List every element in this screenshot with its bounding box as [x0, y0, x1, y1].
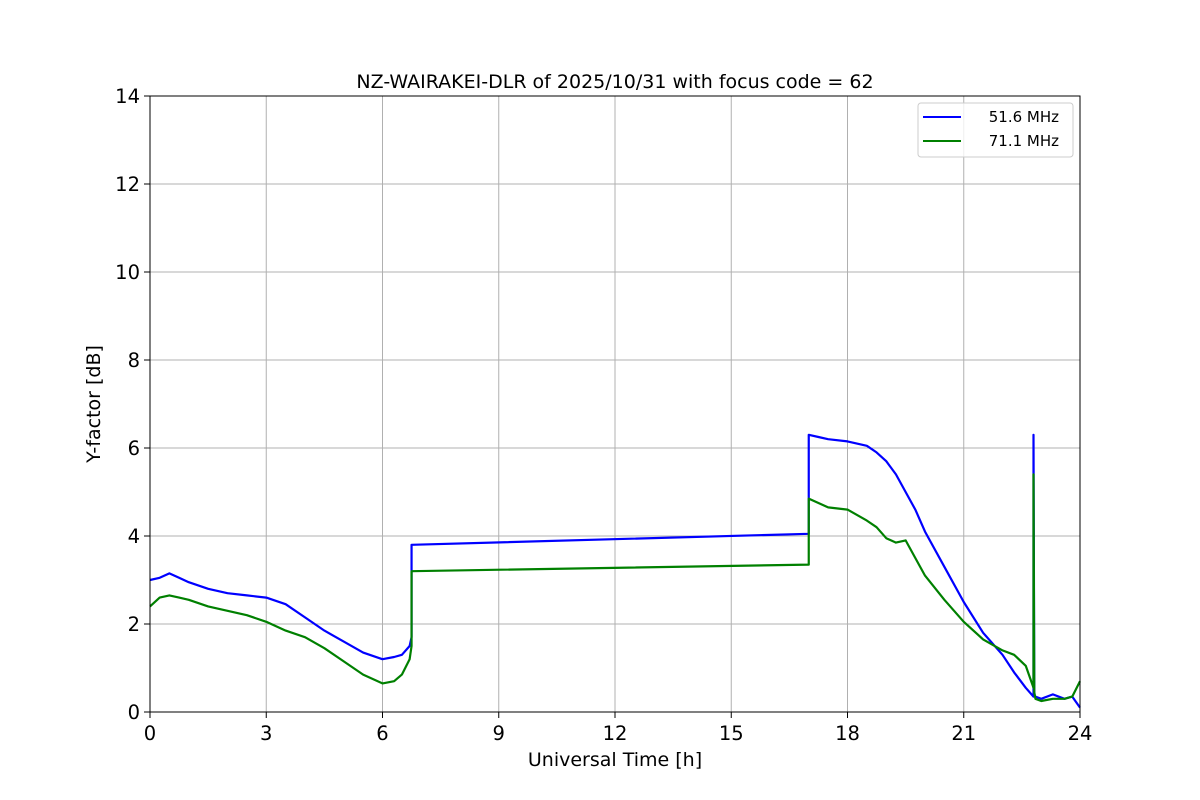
- legend-label-series-2: 71.1 MHz: [989, 132, 1059, 150]
- y-tick-label: 0: [128, 701, 140, 724]
- y-tick-label: 8: [128, 349, 140, 372]
- legend-label-series-1: 51.6 MHz: [989, 108, 1059, 126]
- x-tick-label: 0: [144, 722, 156, 745]
- y-tick-label: 10: [115, 261, 140, 284]
- x-tick-label: 24: [1068, 722, 1093, 745]
- legend: 51.6 MHz 71.1 MHz: [917, 102, 1074, 158]
- y-tick-label: 12: [115, 173, 140, 196]
- x-tick-label: 3: [260, 722, 272, 745]
- x-tick-label: 6: [376, 722, 388, 745]
- x-tick-label: 21: [951, 722, 976, 745]
- grid: [149, 95, 1081, 713]
- y-tick-label: 6: [128, 437, 140, 460]
- y-axis-label: Y-factor [dB]: [83, 345, 105, 464]
- y-tick-label: 2: [128, 613, 140, 636]
- chart-title: NZ-WAIRAKEI-DLR of 2025/10/31 with focus…: [356, 71, 873, 93]
- x-tick-label: 9: [493, 722, 505, 745]
- y-tick-label: 14: [115, 85, 140, 108]
- series-layer: [149, 433, 1081, 709]
- x-axis-label: Universal Time [h]: [528, 749, 702, 771]
- series-line-2: [149, 473, 1081, 703]
- x-tick-label: 15: [719, 722, 744, 745]
- x-tick-label: 18: [835, 722, 860, 745]
- y-tick-label: 4: [128, 525, 140, 548]
- x-tick-label: 12: [603, 722, 628, 745]
